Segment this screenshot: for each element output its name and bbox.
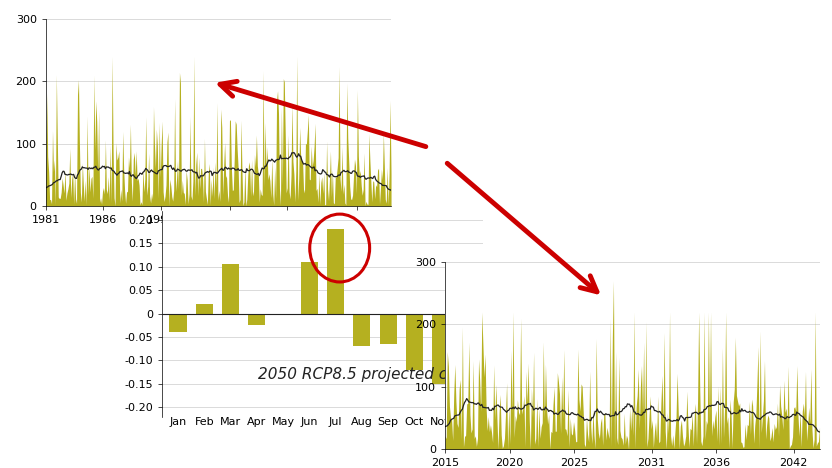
Text: May: May (271, 417, 295, 427)
Bar (432, 314, 449, 384)
Text: Aug: Aug (351, 417, 373, 427)
Text: Jan: Jan (170, 417, 186, 427)
Bar (196, 304, 213, 314)
Text: Apr: Apr (247, 417, 266, 427)
Text: Jun: Jun (300, 417, 318, 427)
Text: Oct: Oct (404, 417, 424, 427)
Text: Dec: Dec (456, 417, 478, 427)
Bar (406, 314, 423, 370)
Text: 2050 RCP8.5 projected change: 2050 RCP8.5 projected change (259, 367, 495, 382)
Bar (379, 314, 397, 344)
Bar (248, 314, 265, 325)
Bar (458, 314, 475, 393)
Text: Nov: Nov (429, 417, 452, 427)
Bar (300, 262, 318, 314)
Bar (327, 229, 344, 314)
Bar (170, 314, 186, 332)
Text: Feb: Feb (195, 417, 214, 427)
Bar (222, 264, 239, 314)
Text: Jul: Jul (329, 417, 342, 427)
Text: Sep: Sep (378, 417, 399, 427)
Text: Mar: Mar (220, 417, 241, 427)
Bar (354, 314, 370, 346)
